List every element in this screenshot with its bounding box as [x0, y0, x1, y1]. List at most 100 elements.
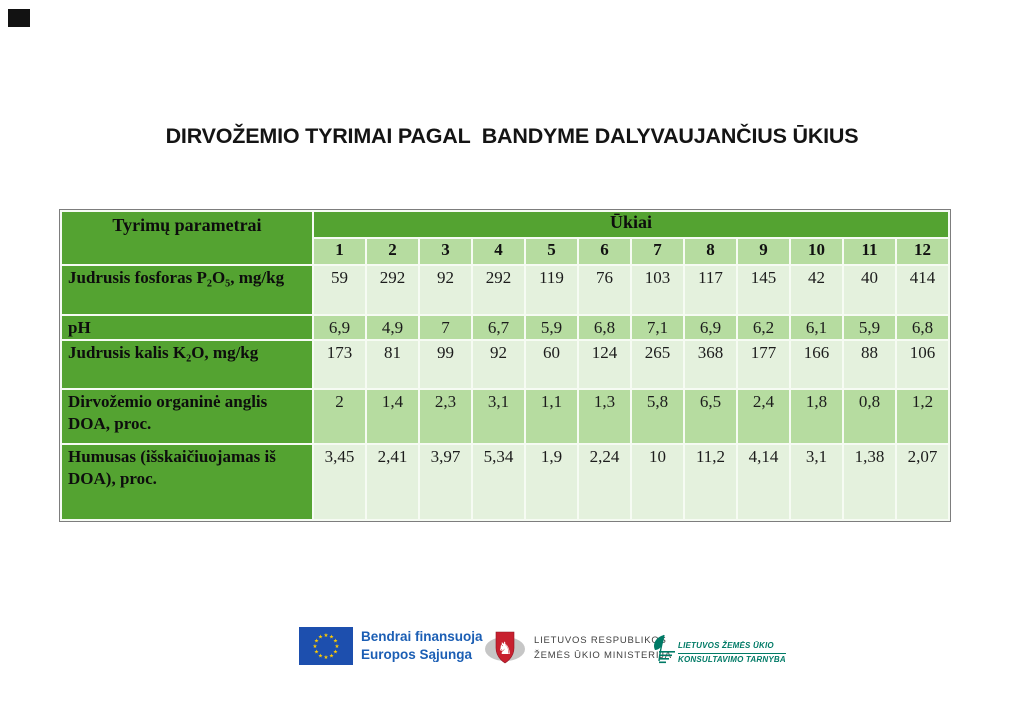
svg-text:★: ★	[329, 654, 334, 660]
table-cell: 7,1	[630, 314, 685, 341]
farm-number: 7	[630, 237, 685, 266]
table-cell: 6,2	[736, 314, 791, 341]
table-cell: 2	[312, 388, 367, 445]
farm-numbers-row: 1 2 3 4 5 6 7 8 9 10 11 12	[61, 237, 950, 266]
farm-number: 9	[736, 237, 791, 266]
table-cell: 4,14	[736, 443, 791, 521]
table-row-kalis: Judrusis kalis K₂O, mg/kg 173 81 99 92 6…	[60, 339, 950, 390]
table-row-ph: pH 6,9 4,9 7 6,7 5,9 6,8 7,1 6,9 6,2 6,1…	[60, 314, 950, 341]
svg-text:★: ★	[314, 639, 319, 645]
table-cell: 5,8	[630, 388, 685, 445]
table-cell: 6,8	[895, 314, 950, 341]
row-label: Dirvožemio organinė anglis DOA, proc.	[60, 388, 314, 445]
svg-text:♞: ♞	[497, 639, 512, 659]
param-header-cell: Tyrimų parametrai	[60, 210, 314, 266]
table-cell: 76	[577, 264, 632, 316]
table-cell: 1,9	[524, 443, 579, 521]
slide-corner-mark	[8, 9, 30, 27]
table-cell: 1,8	[789, 388, 844, 445]
table-cell: 117	[683, 264, 738, 316]
table-cell: 2,41	[365, 443, 420, 521]
slide-title: DIRVOŽEMIO TYRIMAI PAGAL BANDYME DALYVAU…	[165, 124, 859, 148]
table-cell: 3,45	[312, 443, 367, 521]
farms-group-header-cell: Ūkiai	[312, 210, 950, 239]
table-cell: 5,34	[471, 443, 526, 521]
table-cell: 2,3	[418, 388, 473, 445]
table-cell: 177	[736, 339, 791, 390]
table-cell: 92	[418, 264, 473, 316]
svg-text:★: ★	[318, 654, 323, 660]
table-cell: 5,9	[842, 314, 897, 341]
table-cell: 88	[842, 339, 897, 390]
table-cell: 145	[736, 264, 791, 316]
table-cell: 292	[471, 264, 526, 316]
table-cell: 4,9	[365, 314, 420, 341]
table-cell: 1,1	[524, 388, 579, 445]
table-row-humusas: Humusas (išskaičiuojamas iš DOA), proc. …	[60, 443, 950, 521]
table-cell: 1,4	[365, 388, 420, 445]
table-cell: 414	[895, 264, 950, 316]
table-cell: 103	[630, 264, 685, 316]
table-row-doa: Dirvožemio organinė anglis DOA, proc. 2 …	[60, 388, 950, 445]
table-cell: 60	[524, 339, 579, 390]
eu-cofunding-text: Bendrai finansuoja Europos Sąjunga	[361, 628, 483, 663]
advisory-service-logo: LIETUVOS ŽEMĖS ŪKIO KONSULTAVIMO TARNYBA	[652, 633, 786, 666]
farm-number: 1	[312, 237, 367, 266]
ministry-logo: ♞ LIETUVOS RESPUBLIKOS ŽEMĖS ŪKIO MINIST…	[484, 629, 672, 669]
vytis-crest-icon: ♞	[485, 631, 525, 664]
svg-text:★: ★	[318, 635, 323, 641]
table-cell: 3,1	[471, 388, 526, 445]
svg-text:★: ★	[314, 650, 319, 656]
table-cell: 2,24	[577, 443, 632, 521]
table-cell: 166	[789, 339, 844, 390]
table-cell: 6,9	[683, 314, 738, 341]
farm-number: 2	[365, 237, 420, 266]
svg-text:★: ★	[335, 644, 340, 650]
table-cell: 265	[630, 339, 685, 390]
table-cell: 10	[630, 443, 685, 521]
svg-text:★: ★	[329, 635, 334, 641]
table-cell: 124	[577, 339, 632, 390]
table-cell: 106	[895, 339, 950, 390]
table-cell: 173	[312, 339, 367, 390]
svg-text:★: ★	[313, 644, 318, 650]
table-cell: 3,1	[789, 443, 844, 521]
eu-text-line2: Europos Sąjunga	[361, 647, 473, 662]
table-cell: 7	[418, 314, 473, 341]
table-cell: 0,8	[842, 388, 897, 445]
advisory-text: LIETUVOS ŽEMĖS ŪKIO KONSULTAVIMO TARNYBA	[678, 640, 786, 666]
farm-number: 8	[683, 237, 738, 266]
table-cell: 1,2	[895, 388, 950, 445]
svg-text:★: ★	[333, 650, 338, 656]
table-cell: 1,3	[577, 388, 632, 445]
table-cell: 81	[365, 339, 420, 390]
farm-number: 10	[789, 237, 844, 266]
table-row-fosforas: Judrusis fosforas P₂O₅, mg/kg 59 292 92 …	[60, 264, 950, 316]
svg-text:★: ★	[333, 639, 338, 645]
table-cell: 292	[365, 264, 420, 316]
ministry-text-line2: ŽEMĖS ŪKIO MINISTERIJA	[534, 650, 672, 661]
footer-logos: ★ ★ ★ ★ ★ ★ ★ ★ ★ ★ ★ ★ Bendrai finansuoja Europ…	[0, 620, 1024, 680]
leaf-icon	[654, 634, 675, 664]
farm-number: 4	[471, 237, 526, 266]
table-cell: 1,38	[842, 443, 897, 521]
table-cell: 3,97	[418, 443, 473, 521]
svg-text:★: ★	[324, 633, 329, 639]
table-cell: 119	[524, 264, 579, 316]
table-cell: 40	[842, 264, 897, 316]
table-cell: 59	[312, 264, 367, 316]
farm-number: 5	[524, 237, 579, 266]
farm-number: 3	[418, 237, 473, 266]
table-cell: 6,8	[577, 314, 632, 341]
row-label: Judrusis fosforas P₂O₅, mg/kg	[60, 264, 314, 316]
soil-results-table: Tyrimų parametrai Ūkiai 1 2 3 4 5 6 7 8 …	[59, 209, 951, 522]
ministry-text: LIETUVOS RESPUBLIKOS ŽEMĖS ŪKIO MINISTER…	[534, 634, 672, 663]
eu-cofunding-logo: ★ ★ ★ ★ ★ ★ ★ ★ ★ ★ ★ ★ Bendrai finansuoja Europ…	[299, 627, 483, 665]
row-label: Judrusis kalis K₂O, mg/kg	[60, 339, 314, 390]
farm-number: 11	[842, 237, 897, 266]
row-label: pH	[60, 314, 314, 341]
table-cell: 2,4	[736, 388, 791, 445]
row-label: Humusas (išskaičiuojamas iš DOA), proc.	[60, 443, 314, 521]
table-cell: 92	[471, 339, 526, 390]
table-cell: 6,7	[471, 314, 526, 341]
